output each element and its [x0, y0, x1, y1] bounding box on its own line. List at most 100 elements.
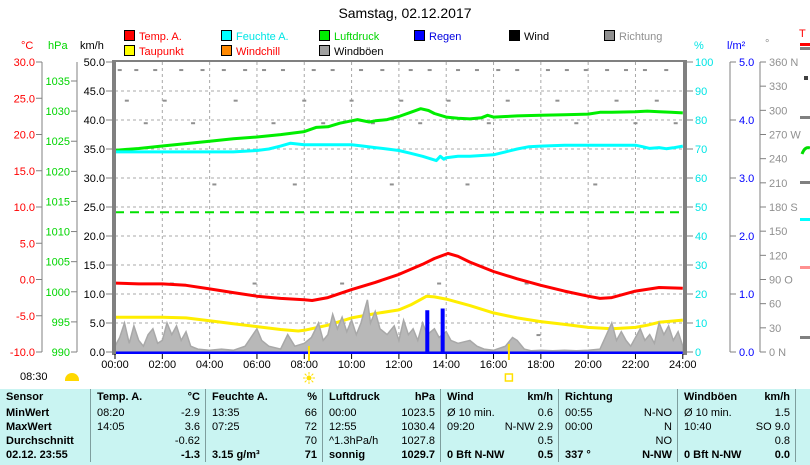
- rain-bar: [440, 308, 445, 352]
- table-cell: -0.62: [90, 434, 205, 448]
- axis-header-hpa: hPa: [48, 40, 68, 52]
- legend-item-richtung: Richtung: [604, 30, 663, 43]
- row-label: MaxWert: [6, 421, 52, 433]
- table-cell: Wind km/h: [440, 389, 558, 406]
- deg-tick-label: 240: [769, 154, 787, 166]
- richtung-dot: [583, 69, 588, 72]
- legend-item-windchill: Windchill: [221, 45, 280, 58]
- time-tick-label: 14:00: [432, 359, 460, 371]
- richtung-dot: [437, 282, 442, 285]
- deg-tick-label: 300: [769, 105, 787, 117]
- richtung-dot: [474, 69, 479, 72]
- lm2-tick-label: 5.0: [739, 57, 754, 69]
- axis-header-percent: %: [694, 40, 704, 52]
- richtung-dot: [359, 69, 364, 72]
- kmh-tick-label: 45.0: [84, 86, 105, 98]
- richtung-dot: [524, 282, 529, 285]
- time-tick-label: 22:00: [622, 359, 650, 371]
- celsius-tick-label: 10.0: [14, 202, 35, 214]
- weather-chart: 30.0 25.0 20.0 15.0 10.0 5.0 0.0 -5.0 -10.0 1035 1…: [10, 43, 810, 384]
- legend-item-regen: Regen: [414, 30, 462, 43]
- table-cell: 12:55 1030.4: [322, 420, 440, 434]
- sun-icon: [302, 372, 315, 384]
- time-tick-label: 16:00: [480, 359, 508, 371]
- table-cell: 14:05 3.6: [90, 420, 205, 434]
- legend-item-feuchte: Feuchte A.: [221, 30, 289, 43]
- legend-label-windboeen: Windböen: [334, 46, 384, 58]
- richtung-dot: [545, 69, 550, 72]
- series-luftdruck: [116, 107, 683, 152]
- richtung-dot: [349, 99, 354, 102]
- axis-header-kmh: km/h: [80, 40, 104, 52]
- table-cell: sonnig 1029.7: [322, 448, 440, 462]
- lm2-tick-label: 3.0: [739, 173, 754, 185]
- kmh-tick-label: 25.0: [84, 202, 105, 214]
- table-cell: Ø 10 min. 0.6: [440, 406, 558, 420]
- series-taupunkt: [116, 294, 683, 333]
- row-label: Durchschnitt: [6, 435, 74, 447]
- table-row: 02.12. 23:55 -1.3 3.15 g/m³ 71 sonnig 1029.7 0…: [0, 448, 810, 462]
- table-cell: 13:35 66: [205, 406, 322, 420]
- richtung-dot: [408, 69, 413, 72]
- table-cell-cut: [795, 406, 810, 420]
- deg-tick-label: 30: [769, 323, 781, 335]
- table-cell-cut: [795, 420, 810, 434]
- tendency-mark: [800, 47, 810, 50]
- legend-label-regen: Regen: [429, 31, 462, 43]
- time-tick-label: 20:00: [574, 359, 602, 371]
- kmh-tick-label: 5.0: [90, 318, 105, 330]
- celsius-tick-label: 5.0: [20, 238, 35, 250]
- celsius-tick-label: -10.0: [10, 347, 35, 359]
- hpa-tick-label: 1005: [46, 257, 70, 269]
- legend-item-windboeen: Windböen: [319, 45, 384, 58]
- kmh-tick-label: 30.0: [84, 173, 105, 185]
- deg-tick-label: 330: [769, 81, 787, 93]
- table-cell: 08:20 -2.9: [90, 406, 205, 420]
- celsius-tick-label: -5.0: [16, 311, 35, 323]
- deg-tick-label: 150: [769, 226, 787, 238]
- legend-item-temp: Temp. A.: [124, 30, 182, 43]
- richtung-dot: [179, 69, 184, 72]
- table-cell-cut: [795, 434, 810, 448]
- table-cell-cut: [795, 389, 810, 406]
- time-tick-label: 06:00: [243, 359, 271, 371]
- richtung-dot: [271, 122, 276, 125]
- hpa-tick-label: 1025: [46, 136, 70, 148]
- legend-label-richtung: Richtung: [619, 31, 663, 43]
- kmh-tick-label: 40.0: [84, 115, 105, 127]
- richtung-dot: [302, 99, 307, 102]
- table-cell: NO: [558, 434, 677, 448]
- legend-label-luftdruck: Luftdruck: [334, 31, 380, 43]
- sensor-table: Sensor Temp. A. °C Feuchte A.% Luftdruck hPa W…: [0, 389, 810, 465]
- hpa-tick-label: 1030: [46, 106, 70, 118]
- richtung-dot: [330, 69, 335, 72]
- kmh-tick-label: 20.0: [84, 231, 105, 243]
- richtung-dot: [496, 69, 501, 72]
- deg-tick-label: 90 O: [769, 275, 793, 287]
- table-cell: 09:20 N-NW 2.9: [440, 420, 558, 434]
- tendency-mark: [800, 43, 810, 46]
- axis-header-degrees: °: [765, 38, 770, 50]
- series-windben: [116, 299, 683, 353]
- richtung-dot: [124, 99, 129, 102]
- richtung-dot: [292, 183, 297, 186]
- richtung-dot: [633, 122, 638, 125]
- hpa-tick-label: 1010: [46, 227, 70, 239]
- axis-header-celsius: °C: [21, 40, 34, 52]
- richtung-dot: [243, 69, 248, 72]
- table-cell: Luftdruck hPa: [322, 389, 440, 406]
- percent-tick-label: 0: [695, 347, 701, 359]
- table-cell: 337 ° N-NW: [558, 448, 677, 462]
- legend-swatch-luftdruck: [319, 30, 330, 41]
- plot-border-top: [112, 60, 687, 62]
- legend-swatch-richtung: [604, 30, 615, 41]
- deg-tick-label: 210: [769, 178, 787, 190]
- kmh-tick-label: 0.0: [90, 347, 105, 359]
- richtung-dot: [605, 69, 610, 72]
- richtung-dot: [380, 69, 385, 72]
- tendency-mark-dot: [804, 76, 808, 80]
- kmh-tick-label: 15.0: [84, 260, 105, 272]
- time-tick-label: 00:00: [101, 359, 129, 371]
- celsius-tick-label: 15.0: [14, 166, 35, 178]
- celsius-tick-label: 20.0: [14, 130, 35, 142]
